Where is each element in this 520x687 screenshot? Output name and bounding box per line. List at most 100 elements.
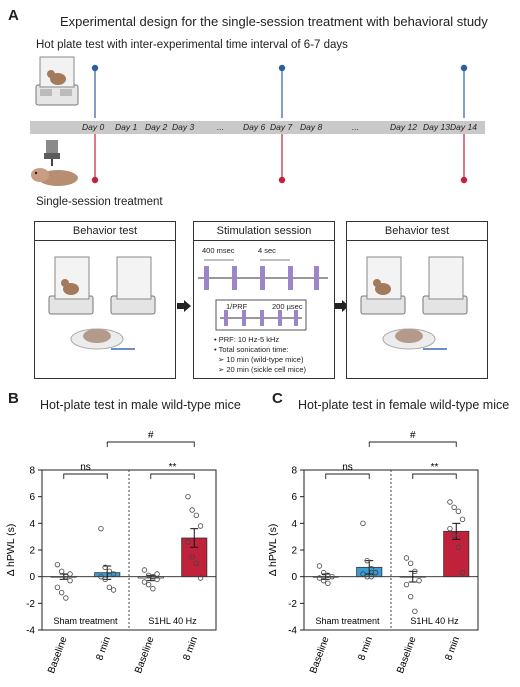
panel-b-title: Hot-plate test in male wild-type mice [40,398,241,412]
hotplate-icon [48,256,94,315]
group-label: Sham treatment [53,616,118,626]
day-label: Day 6 [243,122,266,132]
day-label: ... [352,122,360,132]
data-point [63,595,69,601]
x-tick-label: Baseline [308,635,332,675]
significance-bracket [150,473,195,479]
behavior-test-box-right: Behavior test [346,221,488,379]
chart-female: -4 -2 0 2 4 6 8 Δ hPWL (s) ns ** # Sham treatment S1… [267,430,479,675]
x-tick-label: 8 min [181,635,200,662]
sickle-cell-note: ➢ 20 min (sickle cell mice) [218,365,306,374]
day-label: Day 2 [145,122,168,132]
data-point [197,575,204,581]
day0-markers [91,64,99,184]
data-point [451,532,457,539]
significance-bracket [412,473,457,479]
data-point [141,567,148,573]
data-point [197,523,204,529]
y-tick-label: 6 [29,492,35,503]
behavior-test-heading: Behavior test [35,222,175,241]
pulse-interval-label: 4 sec [258,246,276,255]
data-point [154,576,160,583]
data-point [412,608,418,615]
panel-c-letter: C [272,390,283,407]
wild-type-note-text: 10 min (wild-type mice) [226,355,304,364]
y-tick-label: 4 [29,519,35,530]
pulse-train-diagram [198,259,328,331]
prf-note-text: PRF: 10 Hz-5 kHz [218,335,280,344]
data-point [193,560,200,567]
data-point [150,573,156,580]
data-point [403,555,410,561]
y-tick-label: -2 [288,599,297,610]
data-point [145,581,152,588]
data-point [451,504,457,511]
panel-a-title: Experimental design for the single-sessi… [60,14,488,29]
data-point [403,581,410,588]
data-point [189,507,195,513]
significance-label: # [410,430,416,441]
group-label: S1HL 40 Hz [410,616,459,626]
data-point [58,589,65,596]
x-tick-label: 8 min [443,635,462,662]
significance-bracket [106,441,195,447]
sickle-cell-note-text: 20 min (sickle cell mice) [226,365,306,374]
data-point [54,561,61,568]
day-label: Day 0 [82,122,105,132]
data-point [98,573,104,580]
significance-label: ** [169,462,177,473]
data-point [58,568,65,575]
day-label: Day 12 [390,122,417,132]
x-tick-label: Baseline [395,635,419,675]
hotplate-caption: Hot plate test with inter-experimental t… [36,39,348,51]
data-point [372,569,379,576]
data-point [98,525,104,532]
data-point [54,584,61,591]
y-tick-label: 2 [29,546,35,557]
data-point [320,577,327,584]
significance-label: ** [431,462,439,473]
data-point [325,580,331,587]
mouse-anesthesia-icon [70,328,135,350]
significance-label: ns [80,462,91,473]
data-point [185,539,191,545]
panel-c-title: Hot-plate test in female wild-type mice [298,398,510,412]
data-point [316,563,323,569]
behavior-test-box-left: Behavior test [34,221,176,379]
y-tick-label: 4 [291,519,297,530]
significance-bracket [63,473,108,479]
data-point [63,573,69,580]
y-tick-label: -4 [26,626,35,637]
panel-b-letter: B [8,390,19,407]
data-point [360,571,366,577]
data-point [67,571,73,577]
group-label: Sham treatment [315,616,380,626]
y-tick-label: -4 [288,626,297,637]
data-point [455,544,462,551]
data-point [459,569,466,576]
day-label: Day 3 [172,122,195,132]
data-point [141,579,148,585]
y-tick-label: 8 [291,466,297,477]
data-point [150,585,156,592]
total-time-note-text: Total sonication time: [218,345,289,354]
timeline-markers [91,64,468,184]
hotplate-icon [110,256,156,315]
significance-bracket [368,441,457,447]
data-point [102,576,108,583]
data-point [320,569,327,576]
data-point [407,560,414,567]
data-point [447,499,453,505]
data-point [189,553,195,560]
significance-label: # [148,430,154,441]
data-point [106,584,113,591]
y-tick-label: -2 [26,599,35,610]
data-point [407,593,414,600]
timeline-bar [30,121,485,134]
data-point [110,587,117,593]
data-point [106,568,113,575]
hotplate-icon [360,256,406,315]
data-point [67,577,73,584]
data-point [193,512,200,519]
day14-markers [460,64,468,184]
